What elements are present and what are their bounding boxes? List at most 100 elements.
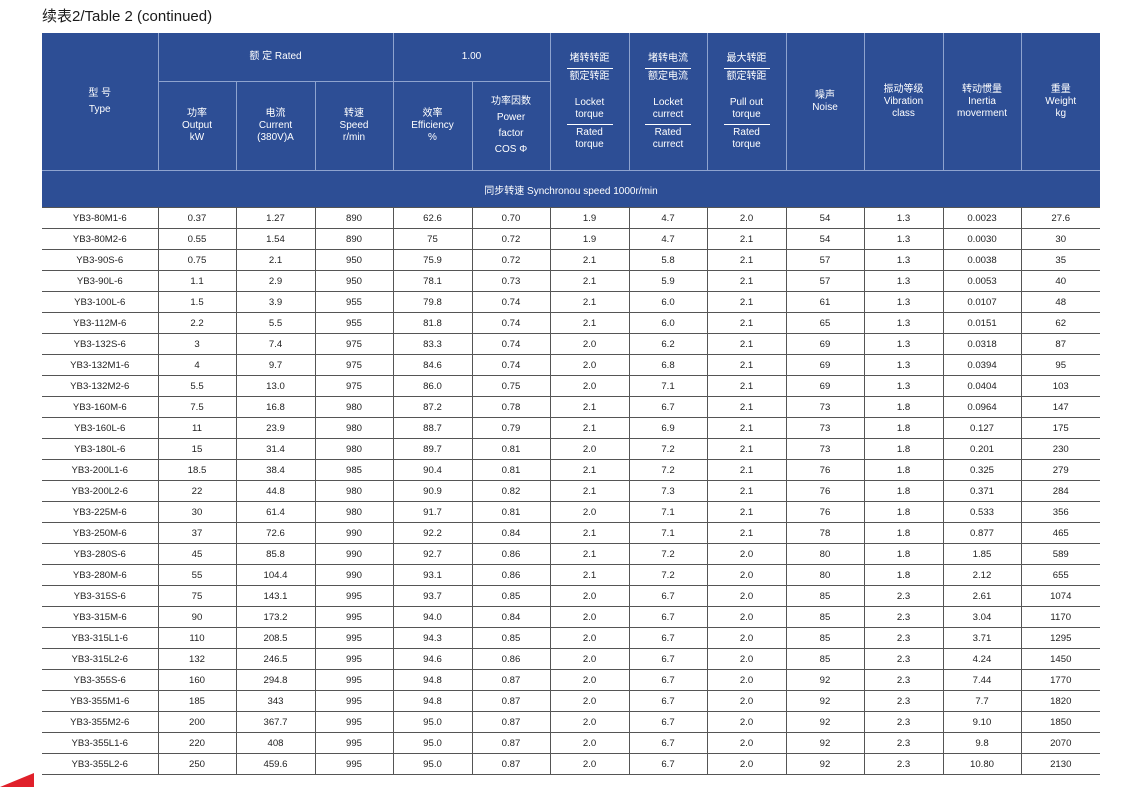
table-cell: 7.1 <box>629 501 708 523</box>
table-cell: 1170 <box>1021 606 1100 628</box>
table-cell: 0.79 <box>472 417 551 439</box>
table-cell: 93.7 <box>393 585 473 607</box>
table-cell: 1850 <box>1021 711 1100 733</box>
table-cell: 91.7 <box>393 501 473 523</box>
table-cell: 2.1 <box>550 396 630 418</box>
table-cell: YB3-250M-6 <box>42 522 159 544</box>
table-cell: 0.0318 <box>943 333 1022 355</box>
table-cell: 87.2 <box>393 396 473 418</box>
table-cell: 2.0 <box>550 438 630 460</box>
table-cell: 73 <box>786 417 865 439</box>
table-cell: 0.0404 <box>943 375 1022 397</box>
efficiency-en2: % <box>428 132 437 143</box>
table-cell: 2.0 <box>707 711 787 733</box>
table-row: YB3-80M1-6 0.37 1.27 890 62.6 0.70 1.9 4.7 2.0 54… <box>42 207 1100 229</box>
table-cell: YB3-355M2-6 <box>42 711 159 733</box>
table-cell: 1.8 <box>864 543 944 565</box>
table-cell: 92 <box>786 690 865 712</box>
table-cell: 69 <box>786 375 865 397</box>
table-cell: 104.4 <box>236 564 316 586</box>
table-cell: 0.55 <box>158 228 237 250</box>
table-cell: 185 <box>158 690 237 712</box>
table-row: YB3-90L-6 1.1 2.9 950 78.1 0.73 2.1 5.9 2.1 57 1.3… <box>42 270 1100 292</box>
lc-en-top: Locket <box>653 96 683 108</box>
table-cell: 94.8 <box>393 690 473 712</box>
table-cell: 173.2 <box>236 606 316 628</box>
table-cell: 2.0 <box>707 627 787 649</box>
table-cell: 995 <box>315 648 394 670</box>
table-row: YB3-160M-6 7.5 16.8 980 87.2 0.78 2.1 6.7 2.1 73 1… <box>42 396 1100 418</box>
table-cell: 2.9 <box>236 270 316 292</box>
table-cell: 78 <box>786 522 865 544</box>
table-cell: 220 <box>158 732 237 754</box>
table-cell: 367.7 <box>236 711 316 733</box>
table-cell: 294.8 <box>236 669 316 691</box>
table-cell: 9.8 <box>943 732 1022 754</box>
table-cell: 92 <box>786 753 865 775</box>
table-cell: 73 <box>786 396 865 418</box>
speed-en1: Speed <box>339 120 369 131</box>
table-cell: 955 <box>315 291 394 313</box>
table-cell: 2.1 <box>707 522 787 544</box>
table-row: YB3-100L-6 1.5 3.9 955 79.8 0.74 2.1 6.0 2.1 61 1.… <box>42 291 1100 313</box>
table-cell: 284 <box>1021 480 1100 502</box>
table-cell: 250 <box>158 753 237 775</box>
table-cell: 0.70 <box>472 207 551 229</box>
table-cell: 1295 <box>1021 627 1100 649</box>
table-row: YB3-200L2-6 22 44.8 980 90.9 0.82 2.1 7.3 2.1 76 1… <box>42 480 1100 502</box>
table-cell: 2.3 <box>864 627 944 649</box>
header-pf-group: 1.00 <box>393 33 551 82</box>
table-cell: 2070 <box>1021 732 1100 754</box>
table-cell: 0.87 <box>472 732 551 754</box>
table-row: YB3-280M-6 55 104.4 990 93.1 0.86 2.1 7.2 2.0 80 1… <box>42 564 1100 586</box>
table-cell: 2.0 <box>550 354 630 376</box>
table-cell: 85 <box>786 648 865 670</box>
table-cell: 980 <box>315 501 394 523</box>
table-row: YB3-315S-6 75 143.1 995 93.7 0.85 2.0 6.7 2.0 85 2… <box>42 585 1100 607</box>
table-cell: 1.1 <box>158 270 237 292</box>
table-cell: 0.84 <box>472 606 551 628</box>
table-cell: 980 <box>315 438 394 460</box>
table-cell: 94.3 <box>393 627 473 649</box>
table-row: YB3-355M2-6 200 367.7 995 95.0 0.87 2.0 6.7 2.0 9… <box>42 711 1100 733</box>
table-cell: 0.81 <box>472 438 551 460</box>
table-cell: 2.0 <box>707 564 787 586</box>
header-speed: 转速 Speed r/min <box>315 81 394 171</box>
table-cell: 7.2 <box>629 459 708 481</box>
table-cell: 0.82 <box>472 480 551 502</box>
table-row: YB3-355L1-6 220 408 995 95.0 0.87 2.0 6.7 2.0 92 2… <box>42 732 1100 754</box>
table-cell: 208.5 <box>236 627 316 649</box>
table-cell: YB3-355M1-6 <box>42 690 159 712</box>
table-cell: 2.2 <box>158 312 237 334</box>
table-cell: 6.7 <box>629 711 708 733</box>
table-cell: YB3-132M2-6 <box>42 375 159 397</box>
table-cell: 22 <box>158 480 237 502</box>
lt-cn2: 额定转距 <box>569 70 610 82</box>
table-cell: 65 <box>786 312 865 334</box>
table-row: YB3-112M-6 2.2 5.5 955 81.8 0.74 2.1 6.0 2.1 65 1.… <box>42 312 1100 334</box>
table-cell: 980 <box>315 396 394 418</box>
table-cell: 23.9 <box>236 417 316 439</box>
table-cell: 2.0 <box>550 648 630 670</box>
table-cell: 6.9 <box>629 417 708 439</box>
lt-en-top: Locket <box>574 96 605 108</box>
table-cell: 980 <box>315 480 394 502</box>
pt-en-top: Pull out <box>729 96 764 108</box>
table-cell: 0.72 <box>472 249 551 271</box>
vibration-en2: class <box>892 107 915 119</box>
header-type: 型 号 Type <box>42 33 159 171</box>
table-cell: 975 <box>315 333 394 355</box>
table-cell: 1.9 <box>550 228 630 250</box>
table-row: YB3-132M2-6 5.5 13.0 975 86.0 0.75 2.0 7.1 2.1 69… <box>42 375 1100 397</box>
table-cell: 7.3 <box>629 480 708 502</box>
table-cell: 3 <box>158 333 237 355</box>
table-cell: 16.8 <box>236 396 316 418</box>
table-cell: 0.81 <box>472 501 551 523</box>
table-cell: 5.5 <box>236 312 316 334</box>
table-cell: 57 <box>786 270 865 292</box>
table-cell: 61 <box>786 291 865 313</box>
table-cell: 3.71 <box>943 627 1022 649</box>
table-cell: 343 <box>236 690 316 712</box>
table-cell: 44.8 <box>236 480 316 502</box>
table-cell: 61.4 <box>236 501 316 523</box>
